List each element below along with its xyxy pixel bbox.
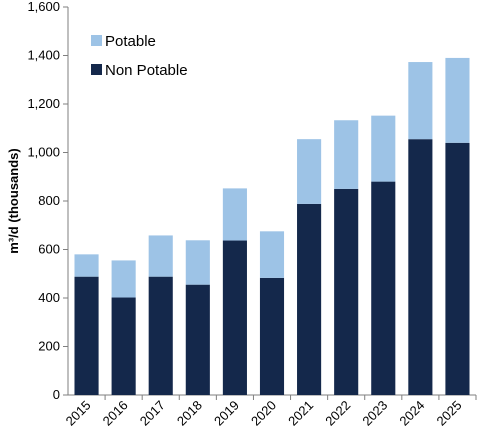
x-tick-label: 2020 xyxy=(248,398,279,429)
y-tick-label: 1,600 xyxy=(27,0,60,14)
bar-potable-2020 xyxy=(259,231,285,278)
x-tick-label: 2017 xyxy=(137,398,168,429)
bar-potable-2022 xyxy=(334,120,359,189)
y-tick-label: 1,000 xyxy=(27,145,60,160)
bar-non-potable-2019 xyxy=(222,240,247,395)
legend-swatch-potable xyxy=(91,35,102,46)
x-tick-label: 2019 xyxy=(211,398,242,429)
bars xyxy=(74,57,470,395)
y-tick-label: 400 xyxy=(38,290,60,305)
x-tick-label: 2025 xyxy=(434,398,465,429)
bar-potable-2025 xyxy=(445,57,470,143)
y-tick-label: 1,400 xyxy=(27,48,60,63)
bar-potable-2015 xyxy=(74,254,99,277)
x-tick-label: 2015 xyxy=(63,398,94,429)
bar-non-potable-2020 xyxy=(259,277,285,395)
y-tick-label: 800 xyxy=(38,193,60,208)
bar-potable-2021 xyxy=(297,139,322,204)
bar-non-potable-2015 xyxy=(74,276,99,395)
bar-non-potable-2017 xyxy=(148,276,173,395)
legend-label-potable: Potable xyxy=(105,33,156,50)
x-tick-label: 2018 xyxy=(174,398,205,429)
bar-non-potable-2016 xyxy=(111,297,136,395)
bar-potable-2019 xyxy=(222,188,247,241)
bar-potable-2016 xyxy=(111,260,136,298)
y-axis-ticks: 0 200 400 600 800 1,000 1,200 1,400 1,600 xyxy=(27,0,68,402)
x-tick-label: 2022 xyxy=(322,398,353,429)
bar-non-potable-2022 xyxy=(334,188,359,395)
y-tick-label: 0 xyxy=(53,387,60,402)
bar-potable-2017 xyxy=(148,235,173,277)
legend-swatch-non-potable xyxy=(91,64,102,75)
bar-non-potable-2024 xyxy=(408,139,433,395)
bar-potable-2018 xyxy=(185,240,210,285)
bar-non-potable-2025 xyxy=(445,142,470,395)
bar-potable-2023 xyxy=(371,115,396,182)
x-tick-label: 2024 xyxy=(396,398,427,429)
bar-non-potable-2018 xyxy=(185,284,210,395)
y-tick-label: 200 xyxy=(38,339,60,354)
x-axis-ticks: 2015 2016 2017 2018 2019 2020 2021 2022 2023 2024… xyxy=(63,395,477,429)
legend: Potable Non Potable xyxy=(91,33,188,79)
bar-non-potable-2023 xyxy=(371,181,396,395)
y-tick-label: 600 xyxy=(38,242,60,257)
legend-label-non-potable: Non Potable xyxy=(105,62,188,79)
bar-non-potable-2021 xyxy=(297,203,322,395)
y-axis-title: m³/d (thousands) xyxy=(6,148,21,253)
x-tick-label: 2023 xyxy=(359,398,390,429)
bar-potable-2024 xyxy=(408,62,433,140)
x-tick-label: 2016 xyxy=(100,398,131,429)
x-tick-label: 2021 xyxy=(285,398,316,429)
y-tick-label: 1,200 xyxy=(27,96,60,111)
